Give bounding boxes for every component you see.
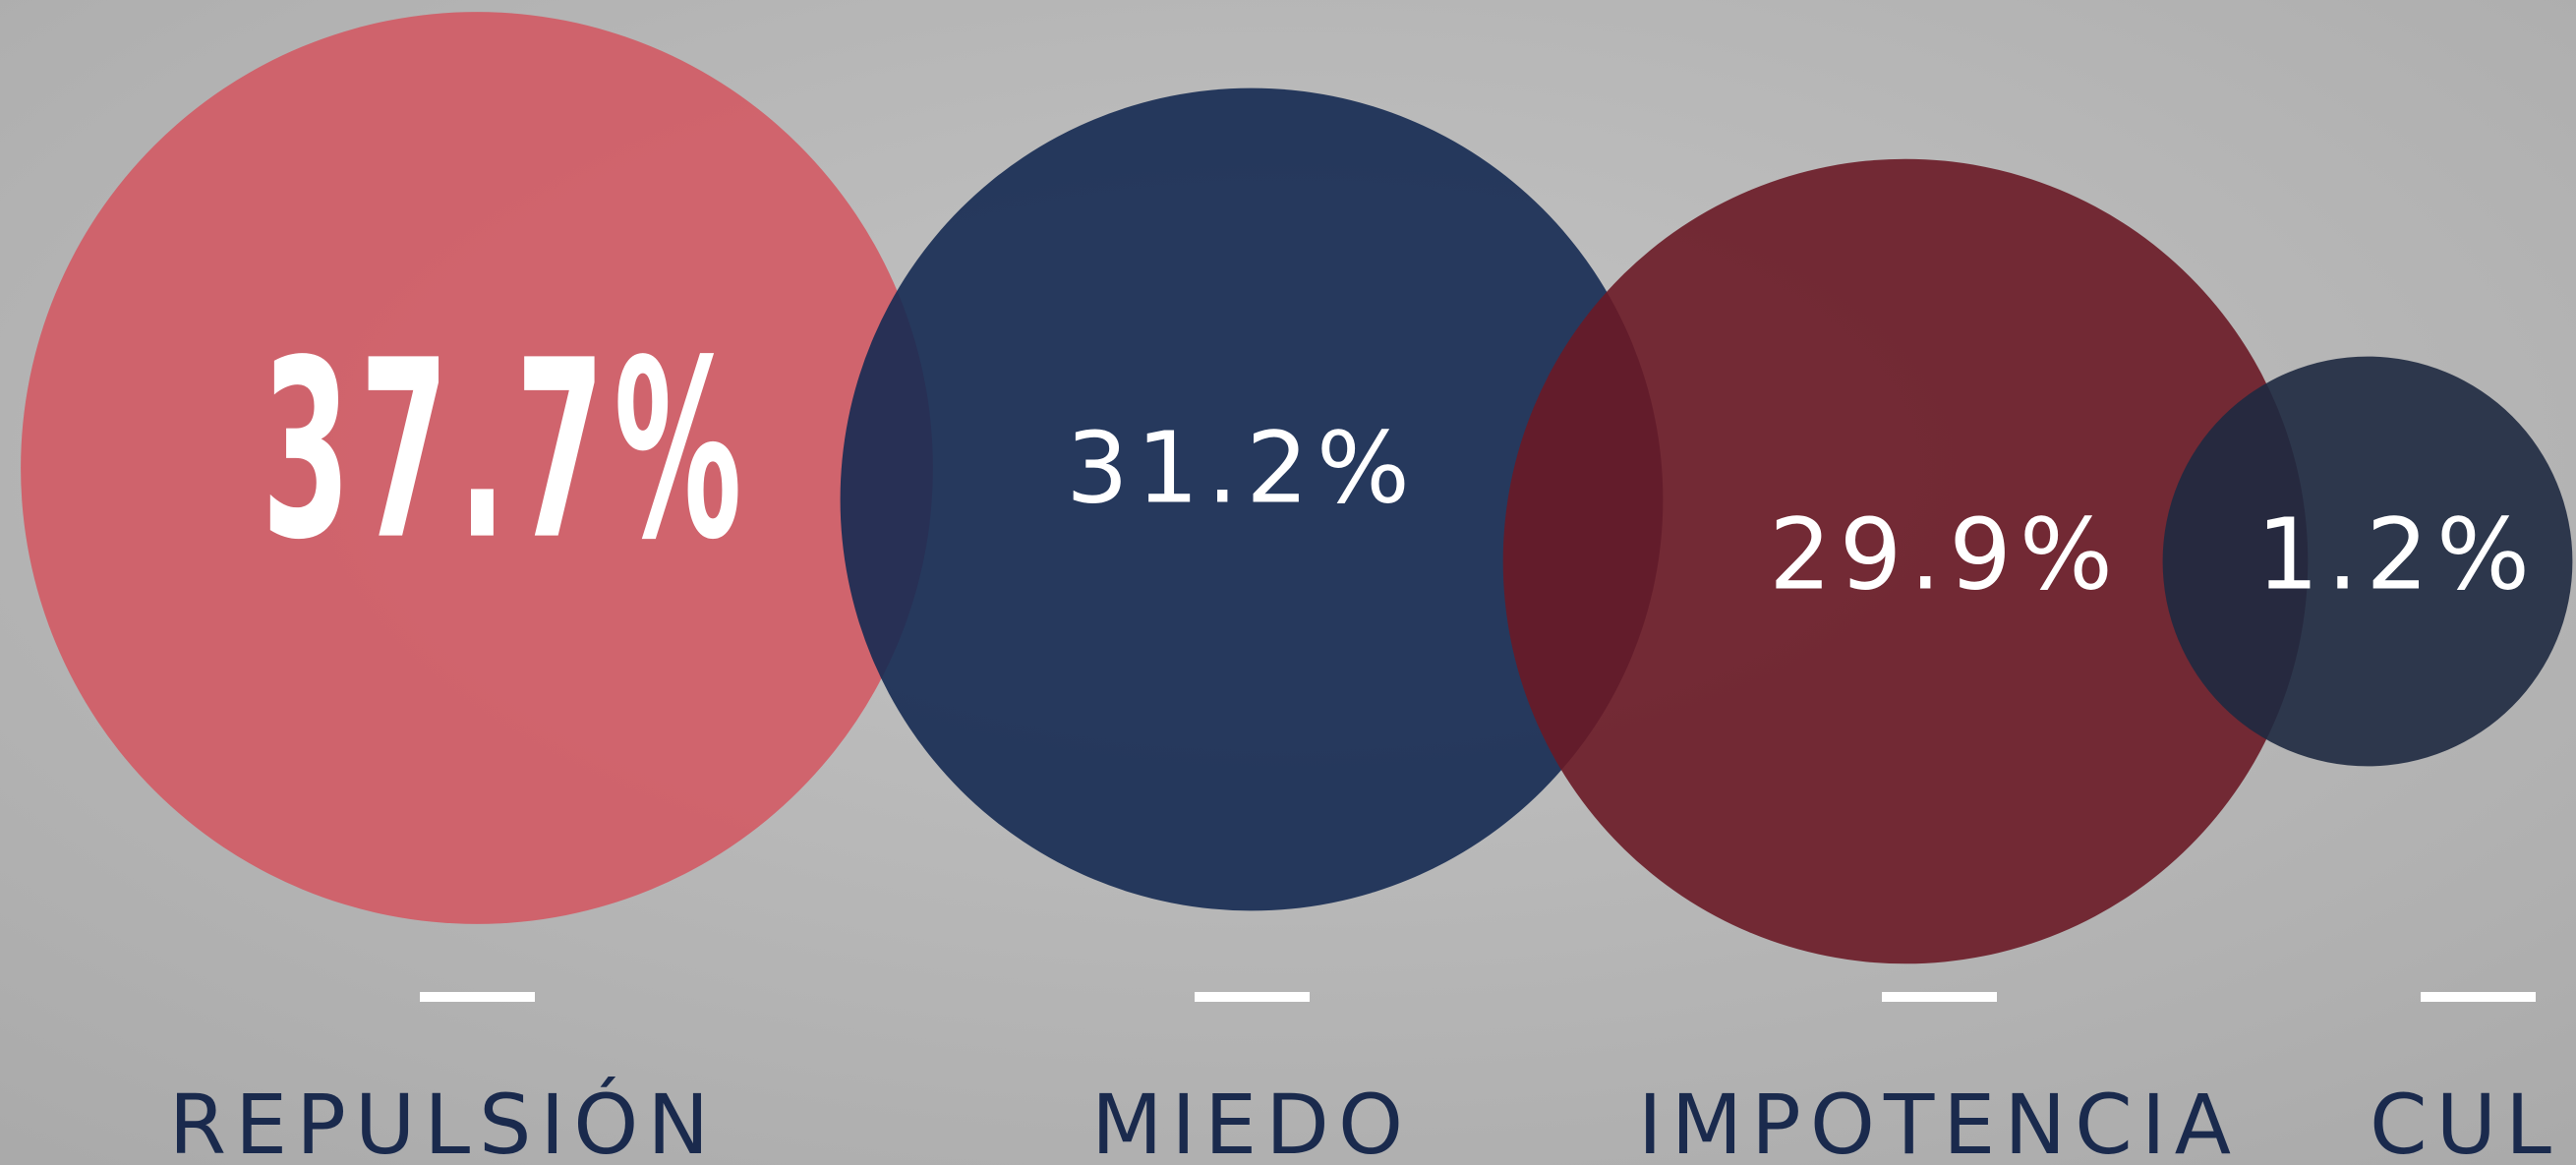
divider: [1882, 992, 1997, 1002]
value-label: 31.2%: [1066, 410, 1418, 525]
bubble: [21, 12, 933, 924]
value-label: 1.2%: [2256, 496, 2538, 612]
value-label: 29.9%: [1769, 496, 2121, 612]
category-label: IMPOTENCIA: [1638, 1077, 2240, 1165]
bubble: [2162, 356, 2573, 767]
bubble: [1502, 158, 2309, 964]
bubble: [840, 87, 1664, 911]
value-label: 37.7%: [262, 307, 751, 593]
category-label: CUL: [2370, 1077, 2560, 1165]
category-label: REPULSIÓN: [169, 1077, 718, 1165]
divider: [420, 992, 535, 1002]
divider: [2421, 992, 2536, 1002]
divider: [1195, 992, 1310, 1002]
category-label: MIEDO: [1091, 1077, 1412, 1165]
